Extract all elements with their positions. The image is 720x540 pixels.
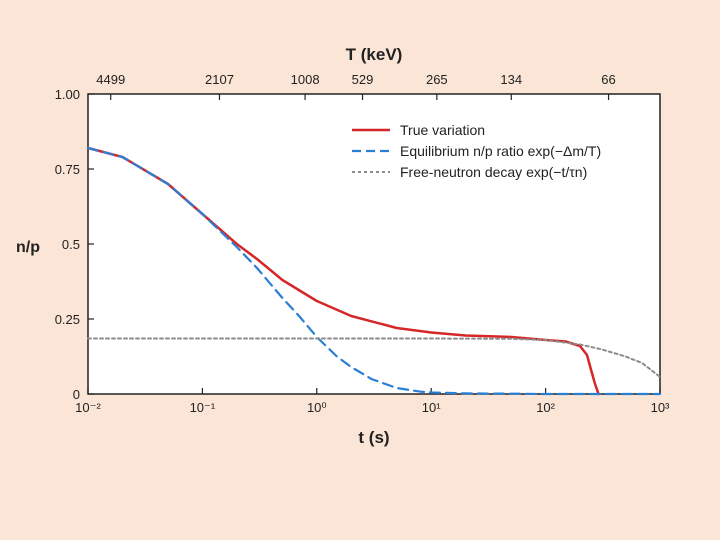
x-tick-label-5: 10³ (651, 400, 670, 415)
y-tick-label-3: 0.75 (55, 162, 80, 177)
top-tick-label-3: 529 (352, 72, 374, 87)
series-layer (86, 146, 662, 396)
top-tick-label-6: 66 (601, 72, 615, 87)
y-axis-label: n/p (16, 239, 40, 256)
plot-area (87, 93, 661, 395)
x-tick-label-4: 10² (536, 400, 555, 415)
y-tick-label-2: 0.5 (62, 237, 80, 252)
top-tick-label-5: 134 (500, 72, 522, 87)
top-tick-label-1: 2107 (205, 72, 234, 87)
x-tick-label-3: 10¹ (422, 400, 441, 415)
ticks-layer: 10⁻² 10⁻¹ 10⁰ 10¹ 10² 10³ 4499 2107 1008 529 265 13… (55, 72, 670, 415)
y-tick-label-1: 0.25 (55, 312, 80, 327)
x-tick-label-2: 10⁰ (307, 400, 327, 415)
legend: True variation Equilibrium n/p ratio exp… (352, 122, 601, 180)
top-tick-label-4: 265 (426, 72, 448, 87)
legend-label-true-variation: True variation (400, 122, 485, 138)
x-tick-label-1: 10⁻¹ (190, 400, 216, 415)
top-tick-label-2: 1008 (291, 72, 320, 87)
series-equilibrium (86, 146, 662, 396)
top-axis-label: T (keV) (346, 45, 403, 64)
x-tick-label-0: 10⁻² (75, 400, 101, 415)
x-axis-label: t (s) (358, 428, 389, 447)
y-tick-label-4: 1.00 (55, 87, 80, 102)
y-tick-label-0: 0 (73, 387, 80, 402)
legend-label-free-neutron: Free-neutron decay exp(−t/τn) (400, 164, 587, 180)
top-tick-label-0: 4499 (96, 72, 125, 87)
series-free-neutron-decay (87, 337, 661, 378)
legend-label-equilibrium: Equilibrium n/p ratio exp(−Δm/T) (400, 143, 601, 159)
series-true-variation (86, 146, 600, 396)
